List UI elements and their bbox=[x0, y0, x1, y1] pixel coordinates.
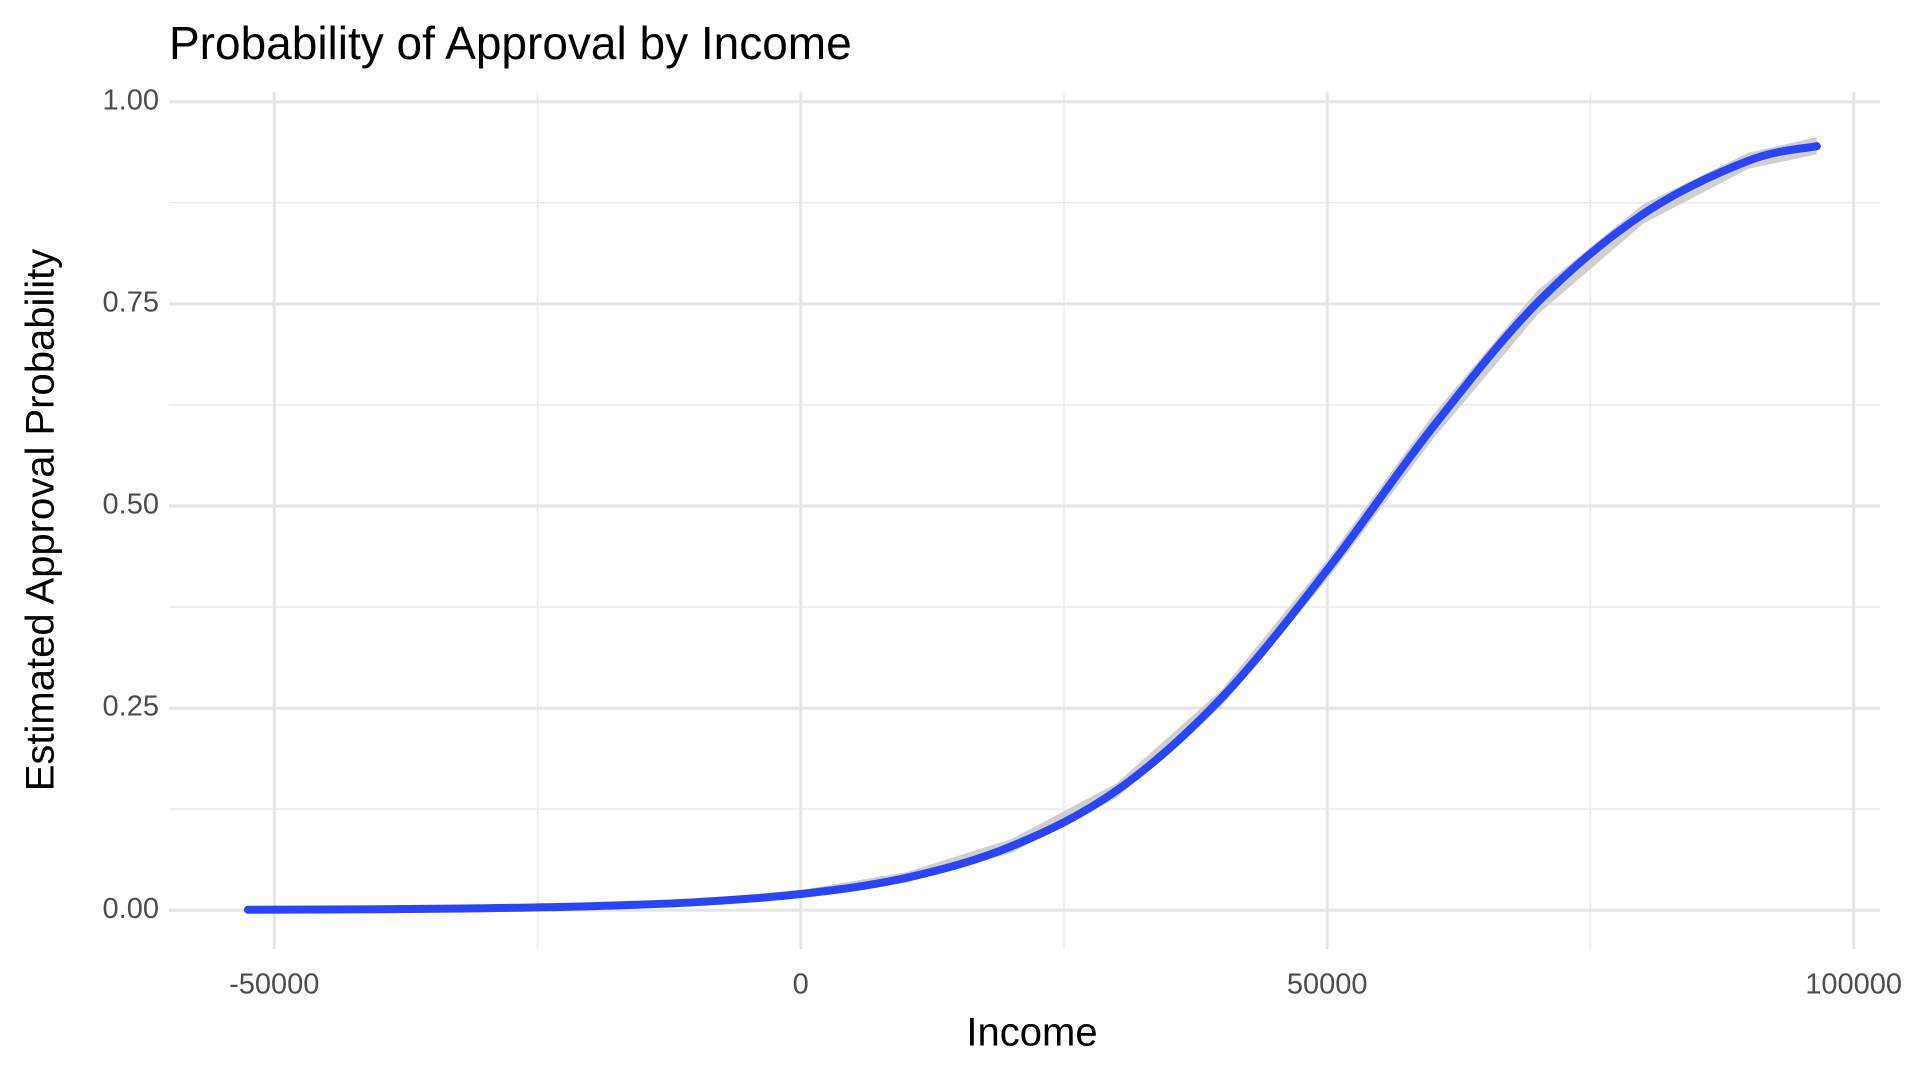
x-axis-label: Income bbox=[966, 1011, 1097, 1055]
x-tick-label: 50000 bbox=[1287, 969, 1368, 1001]
x-tick-label: 100000 bbox=[1805, 969, 1902, 1001]
x-tick-label: -50000 bbox=[229, 969, 319, 1001]
y-tick-label: 0.75 bbox=[103, 286, 159, 318]
line bbox=[243, 142, 1821, 914]
y-tick-label: 1.00 bbox=[103, 84, 159, 116]
y-tick-label: 0.25 bbox=[103, 691, 159, 723]
y-axis-label: Estimated Approval Probability bbox=[19, 249, 63, 792]
chart-title: Probability of Approval by Income bbox=[169, 17, 852, 69]
x-tick-label: 0 bbox=[793, 969, 809, 1001]
confidence-band bbox=[247, 137, 1817, 911]
y-tick-label: 0.00 bbox=[103, 893, 159, 925]
y-tick-label: 0.50 bbox=[103, 489, 159, 521]
